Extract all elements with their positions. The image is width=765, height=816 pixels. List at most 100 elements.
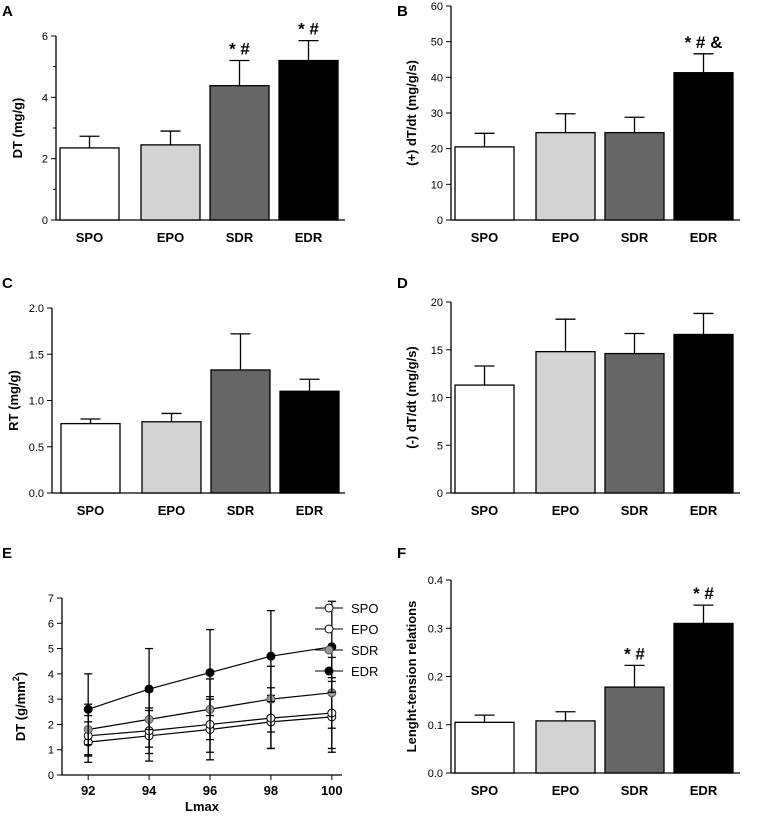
bar-epo	[141, 421, 202, 494]
y-tick-label: 15	[431, 345, 443, 357]
y-axis-label-sup: 2	[11, 676, 21, 681]
y-tick-label: 30	[431, 108, 443, 120]
bar-sdr	[209, 85, 270, 221]
y-tick-label: 4	[42, 92, 48, 104]
bar-sdr	[604, 686, 665, 774]
bar-spo	[454, 146, 515, 221]
x-tick-label: 100	[321, 783, 343, 798]
significance-marker: * # &	[685, 33, 723, 52]
bar-edr	[673, 622, 734, 774]
x-tick-label: 92	[81, 783, 95, 798]
x-axis-label: Lmax	[185, 799, 220, 814]
bar-sdr	[604, 131, 665, 221]
y-tick-label: 60	[431, 1, 443, 13]
bar-epo	[535, 720, 596, 774]
bar-spo	[59, 147, 120, 221]
y-tick-label: 1.0	[29, 396, 44, 408]
panel-B: B 0 10 20 30 40 50 60 (+) dT/dt (mg/g/s) SPO EPO SD…	[397, 1, 740, 245]
y-tick-label: 0.5	[29, 442, 44, 454]
y-tick-label: 20	[431, 144, 443, 156]
legend-marker	[324, 645, 334, 655]
y-tick-label: 0	[48, 770, 54, 782]
legend-label: EPO	[351, 622, 378, 637]
y-tick-label: 5	[437, 440, 443, 452]
bar-edr	[278, 59, 339, 221]
data-point	[205, 668, 215, 678]
bar-edr	[279, 390, 340, 494]
data-point	[83, 704, 93, 714]
x-category-label: SDR	[227, 503, 255, 518]
legend-marker	[324, 666, 334, 676]
panel-label: A	[2, 3, 13, 20]
y-tick-label: 50	[431, 37, 443, 49]
y-tick-label: 1	[48, 745, 54, 757]
significance-marker: * #	[298, 20, 319, 39]
x-category-label: EPO	[158, 503, 185, 518]
panel-D: D 0 5 10 15 20 (-) dT/dt (mg/g/s) SPO EPO SDR EDR	[397, 275, 740, 518]
x-category-label: EDR	[295, 230, 323, 245]
y-tick-label: 0.1	[428, 720, 443, 732]
data-point	[266, 651, 276, 661]
x-category-label: EDR	[690, 783, 718, 798]
panel-F: F 0.0 0.1 0.2 0.3 0.4 Lenght-tension relations…	[397, 545, 740, 798]
y-axis-label-main: DT (g/mm	[13, 681, 28, 741]
panel-label: F	[397, 545, 406, 562]
y-tick-label: 10	[431, 393, 443, 405]
bar-edr	[673, 333, 734, 494]
y-axis-label: DT (mg/g)	[10, 98, 25, 159]
y-tick-label: 0	[42, 215, 48, 227]
bar-epo	[535, 131, 596, 221]
legend: SPO EPO SDR EDR	[315, 601, 378, 679]
y-tick-label: 40	[431, 72, 443, 84]
y-tick-label: 7	[48, 593, 54, 605]
x-category-label: SDR	[621, 783, 649, 798]
bar-epo	[535, 351, 596, 494]
bar-spo	[454, 721, 515, 774]
legend-label: EDR	[351, 664, 378, 679]
y-tick-label: 0	[437, 488, 443, 500]
significance-marker: * #	[693, 584, 714, 603]
bar-edr	[673, 72, 734, 221]
y-axis-label: (+) dT/dt (mg/g/s)	[404, 60, 419, 166]
significance-marker: * #	[229, 40, 250, 59]
x-category-label: EDR	[690, 230, 718, 245]
bar-spo	[60, 422, 121, 494]
legend-marker	[324, 624, 334, 634]
series-edr	[83, 600, 337, 746]
x-category-label: EDR	[690, 503, 718, 518]
bar-spo	[454, 384, 515, 494]
y-tick-label: 2	[42, 154, 48, 166]
x-tick-label: 94	[142, 783, 157, 798]
panel-C: C 0.0 0.5 1.0 1.5 2.0 RT (mg/g) SPO EPO SDR EDR	[2, 275, 345, 518]
x-category-label: EPO	[552, 503, 579, 518]
y-axis-label-end: )	[13, 672, 28, 676]
y-tick-label: 5	[48, 644, 54, 656]
panel-label: D	[397, 275, 408, 292]
y-axis-label: Lenght-tension relations	[404, 601, 419, 753]
y-tick-label: 6	[42, 31, 48, 43]
y-axis-label: DT (g/mm2)	[11, 672, 28, 741]
panel-label: B	[397, 3, 408, 20]
legend-label: SDR	[351, 643, 378, 658]
y-tick-label: 2.0	[29, 303, 44, 315]
legend-marker	[324, 603, 334, 613]
x-category-label: SDR	[621, 230, 649, 245]
legend-label: SPO	[351, 601, 378, 616]
x-category-label: SPO	[471, 783, 498, 798]
x-category-label: EPO	[552, 230, 579, 245]
y-tick-label: 20	[431, 297, 443, 309]
panel-label: E	[2, 545, 12, 562]
bar-sdr	[210, 369, 271, 494]
y-axis-label: RT (mg/g)	[6, 370, 21, 431]
x-category-label: SPO	[77, 503, 104, 518]
significance-marker: * #	[624, 644, 645, 663]
y-tick-label: 0.3	[428, 623, 443, 635]
y-tick-label: 2	[48, 719, 54, 731]
x-tick-label: 98	[264, 783, 278, 798]
x-category-label: EPO	[552, 783, 579, 798]
y-tick-label: 3	[48, 694, 54, 706]
bar-epo	[140, 144, 201, 221]
panel-label: C	[2, 275, 13, 292]
